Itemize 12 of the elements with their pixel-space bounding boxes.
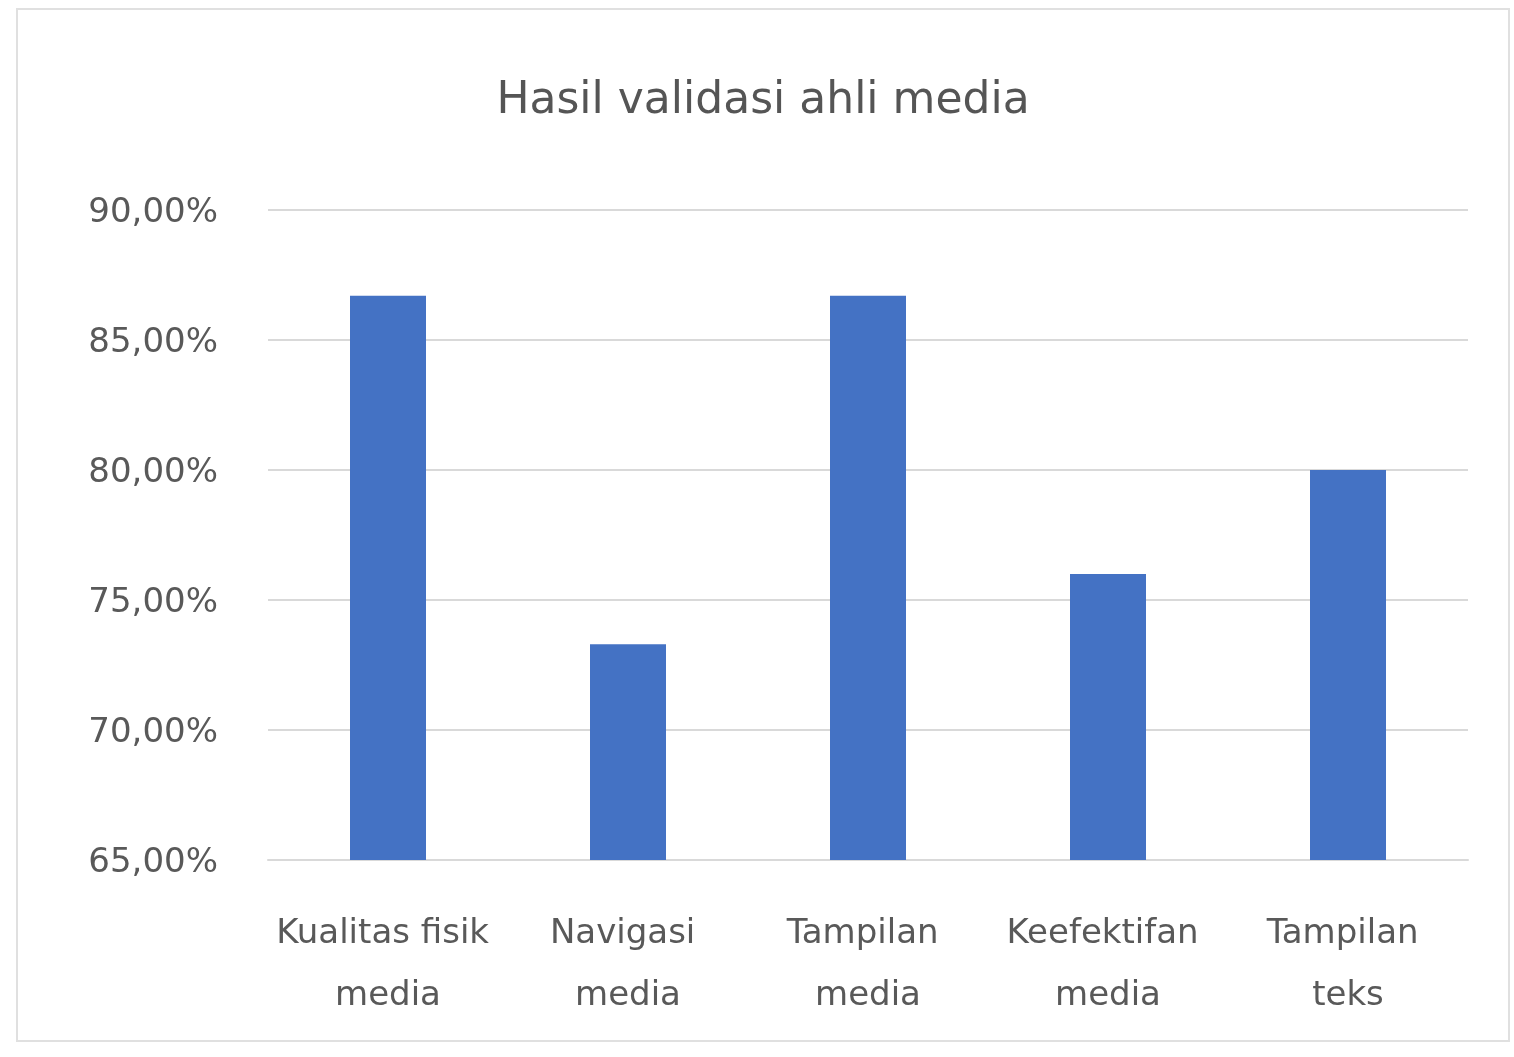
y-tick-label: 90,00% [88, 190, 218, 230]
y-tick-label: 70,00% [88, 710, 218, 750]
x-tick-label: Navigasi media [549, 911, 707, 1013]
x-tick-label: Tampilan media [785, 911, 950, 1013]
x-tick-label: Keefektifan media [1006, 911, 1210, 1013]
x-tick-label: Kualitas fisik media [276, 911, 500, 1013]
y-tick-label: 75,00% [88, 580, 218, 620]
y-tick-label: 65,00% [88, 840, 218, 880]
x-tick-label: Tampilan teks [1265, 911, 1430, 1013]
y-tick-label: 80,00% [88, 450, 218, 490]
chart-title: Hasil validasi ahli media [496, 71, 1030, 123]
y-tick-label: 85,00% [88, 320, 218, 360]
